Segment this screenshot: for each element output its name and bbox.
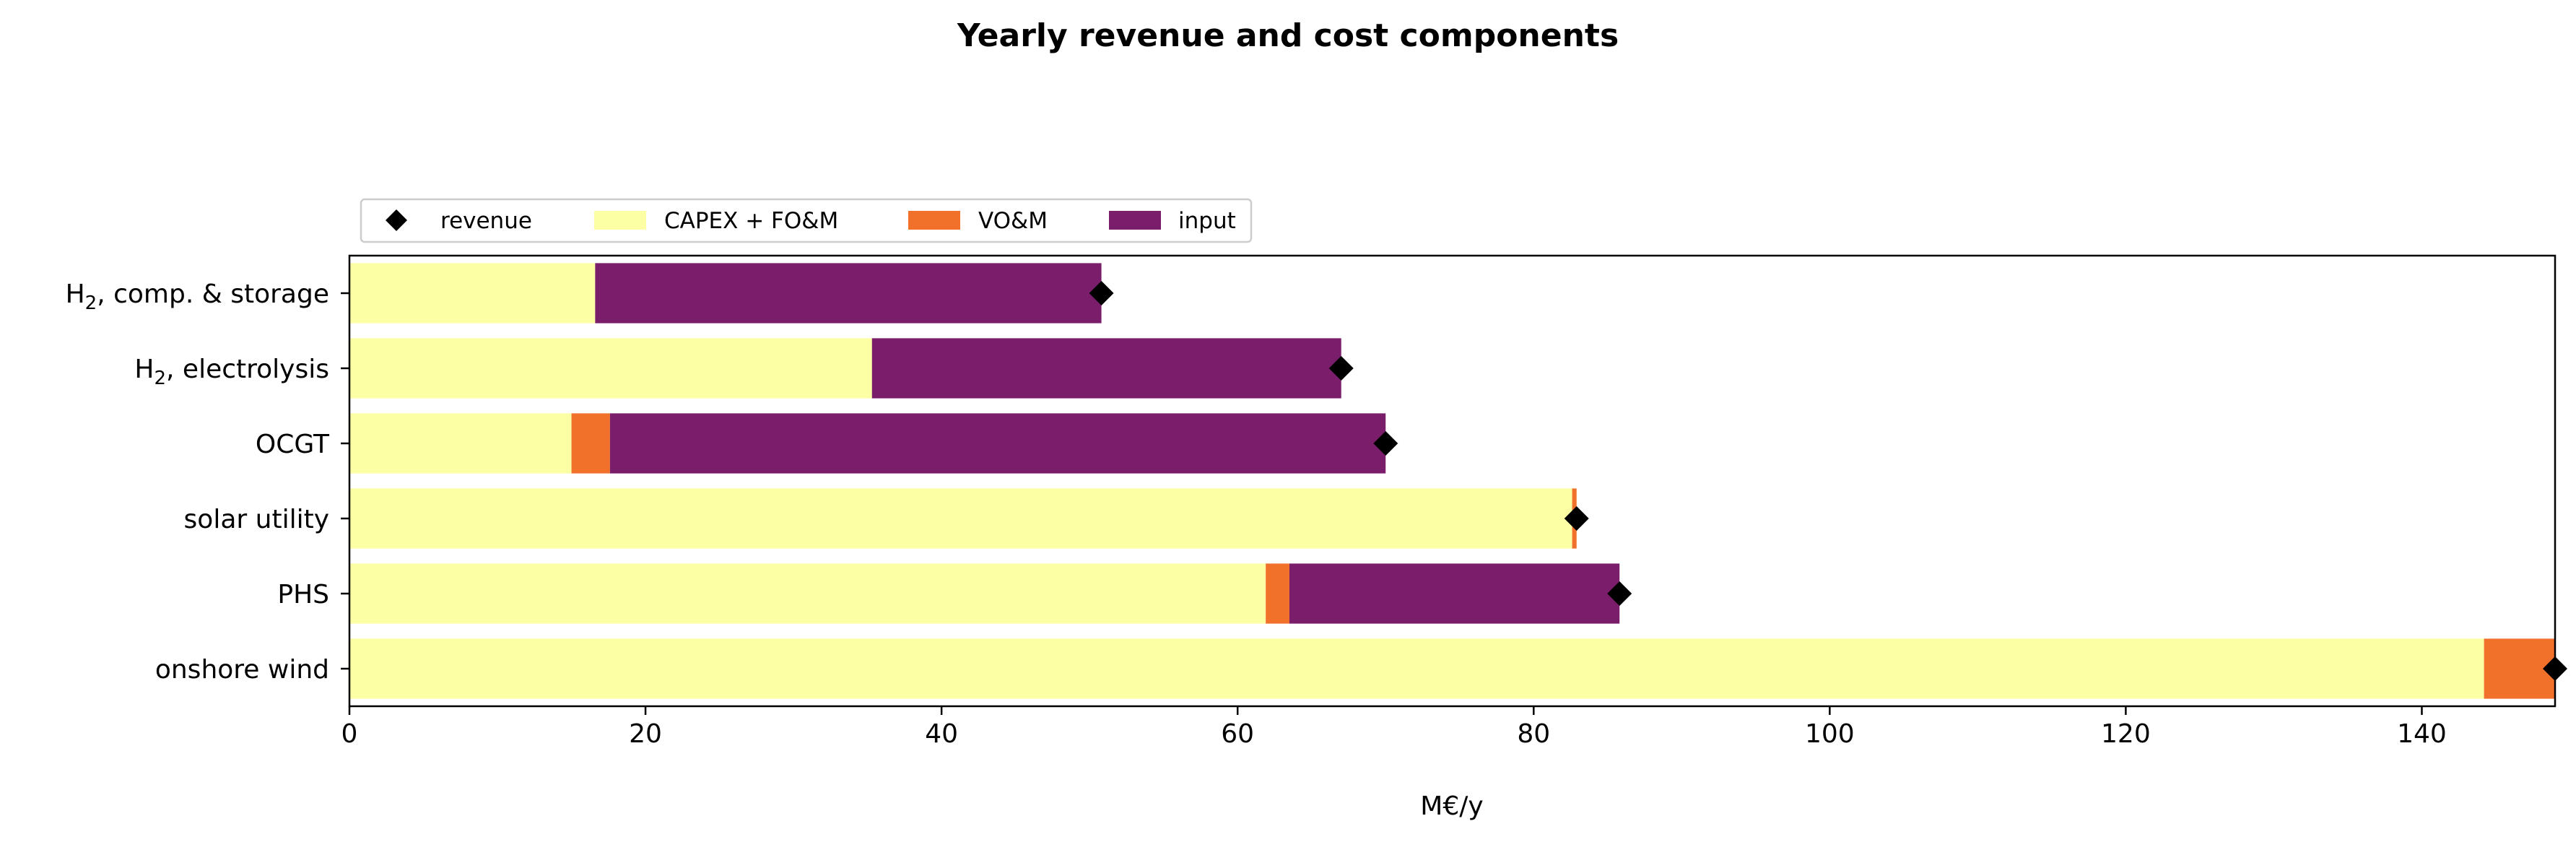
legend: revenue CAPEX + FO&M VO&M input <box>360 198 1253 243</box>
revenue-marker <box>1328 356 1354 381</box>
bar-segment <box>349 488 1572 549</box>
legend-swatch-revenue <box>386 209 407 231</box>
bar-segment <box>349 563 1266 624</box>
legend-swatch <box>594 211 646 230</box>
y-tick-label: H2, comp. & storage <box>66 279 329 314</box>
bar-segment <box>595 263 1102 324</box>
x-tick-label: 20 <box>629 719 662 749</box>
bar-segment <box>349 338 872 399</box>
x-tick-label: 140 <box>2397 719 2447 749</box>
revenue-markers-layer <box>1089 281 2567 681</box>
legend-swatch <box>1109 211 1161 230</box>
x-tick-label: 120 <box>2101 719 2151 749</box>
legend-frame <box>360 198 1253 243</box>
revenue-marker <box>1089 281 1114 305</box>
x-tick-label: 100 <box>1805 719 1855 749</box>
y-tick-label: H2, electrolysis <box>134 355 329 389</box>
bar-segment <box>1266 563 1289 624</box>
y-axis: H2, comp. & storage H2, electrolysis OCGT s… <box>66 279 349 685</box>
y-tick-label: PHS <box>277 580 329 609</box>
x-tick-label: 60 <box>1221 719 1254 749</box>
bar-segment <box>349 263 596 324</box>
plot-frame <box>348 254 2557 708</box>
bar-segment <box>571 413 610 474</box>
x-tick-label: 0 <box>341 719 358 749</box>
legend-label: CAPEX + FO&M <box>664 208 838 234</box>
bar-segment <box>871 338 1341 399</box>
revenue-marker <box>1607 581 1632 606</box>
bar-segment <box>349 638 2484 699</box>
y-tick-label: solar utility <box>184 505 329 534</box>
chart-title: Yearly revenue and cost components <box>957 17 1619 54</box>
x-tick-label: 80 <box>1517 719 1550 749</box>
x-axis: 0 20 40 60 80 100 120 140 <box>341 706 2447 749</box>
x-tick-label: 40 <box>925 719 958 749</box>
legend-label: VO&M <box>978 208 1048 234</box>
bar-segment <box>1289 563 1620 624</box>
y-tick-label: OCGT <box>256 430 330 459</box>
y-tick-label: onshore wind <box>155 655 329 685</box>
bars-layer <box>349 263 2555 699</box>
legend-label: revenue <box>440 208 532 234</box>
legend-swatch <box>908 211 960 230</box>
legend-label: input <box>1178 208 1236 234</box>
revenue-marker <box>1564 506 1589 531</box>
bar-segment <box>609 413 1386 474</box>
x-axis-label: M€/y <box>1420 791 1483 821</box>
bar-segment <box>349 413 572 474</box>
revenue-marker <box>1373 431 1398 456</box>
